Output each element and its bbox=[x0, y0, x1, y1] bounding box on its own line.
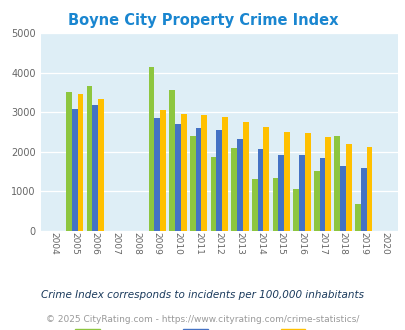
Bar bbox=[72, 109, 77, 231]
Bar bbox=[319, 158, 324, 231]
Legend: Boyne City, Michigan, National: Boyne City, Michigan, National bbox=[71, 325, 367, 330]
Text: © 2025 CityRating.com - https://www.cityrating.com/crime-statistics/: © 2025 CityRating.com - https://www.city… bbox=[46, 315, 359, 324]
Bar bbox=[257, 149, 263, 231]
Bar bbox=[324, 137, 330, 231]
Text: Boyne City Property Crime Index: Boyne City Property Crime Index bbox=[68, 13, 337, 28]
Bar bbox=[272, 178, 277, 231]
Bar bbox=[339, 166, 345, 231]
Bar bbox=[263, 127, 269, 231]
Bar bbox=[98, 99, 104, 231]
Bar bbox=[175, 124, 180, 231]
Bar bbox=[284, 132, 289, 231]
Bar bbox=[366, 147, 371, 231]
Bar bbox=[195, 128, 201, 231]
Bar bbox=[201, 115, 207, 231]
Bar bbox=[354, 205, 360, 231]
Bar bbox=[66, 92, 72, 231]
Bar bbox=[298, 154, 304, 231]
Bar bbox=[86, 86, 92, 231]
Bar bbox=[210, 157, 216, 231]
Bar bbox=[237, 139, 242, 231]
Bar bbox=[345, 144, 351, 231]
Bar bbox=[231, 148, 237, 231]
Bar bbox=[251, 179, 257, 231]
Bar bbox=[277, 154, 284, 231]
Bar bbox=[334, 136, 339, 231]
Bar bbox=[216, 130, 222, 231]
Text: Crime Index corresponds to incidents per 100,000 inhabitants: Crime Index corresponds to incidents per… bbox=[41, 290, 364, 300]
Bar bbox=[242, 122, 248, 231]
Bar bbox=[148, 67, 154, 231]
Bar bbox=[180, 114, 186, 231]
Bar bbox=[154, 118, 160, 231]
Bar bbox=[292, 189, 298, 231]
Bar bbox=[190, 136, 195, 231]
Bar bbox=[92, 105, 98, 231]
Bar bbox=[313, 171, 319, 231]
Bar bbox=[360, 168, 366, 231]
Bar bbox=[160, 110, 166, 231]
Bar bbox=[77, 94, 83, 231]
Bar bbox=[222, 117, 227, 231]
Bar bbox=[304, 133, 310, 231]
Bar bbox=[169, 90, 175, 231]
